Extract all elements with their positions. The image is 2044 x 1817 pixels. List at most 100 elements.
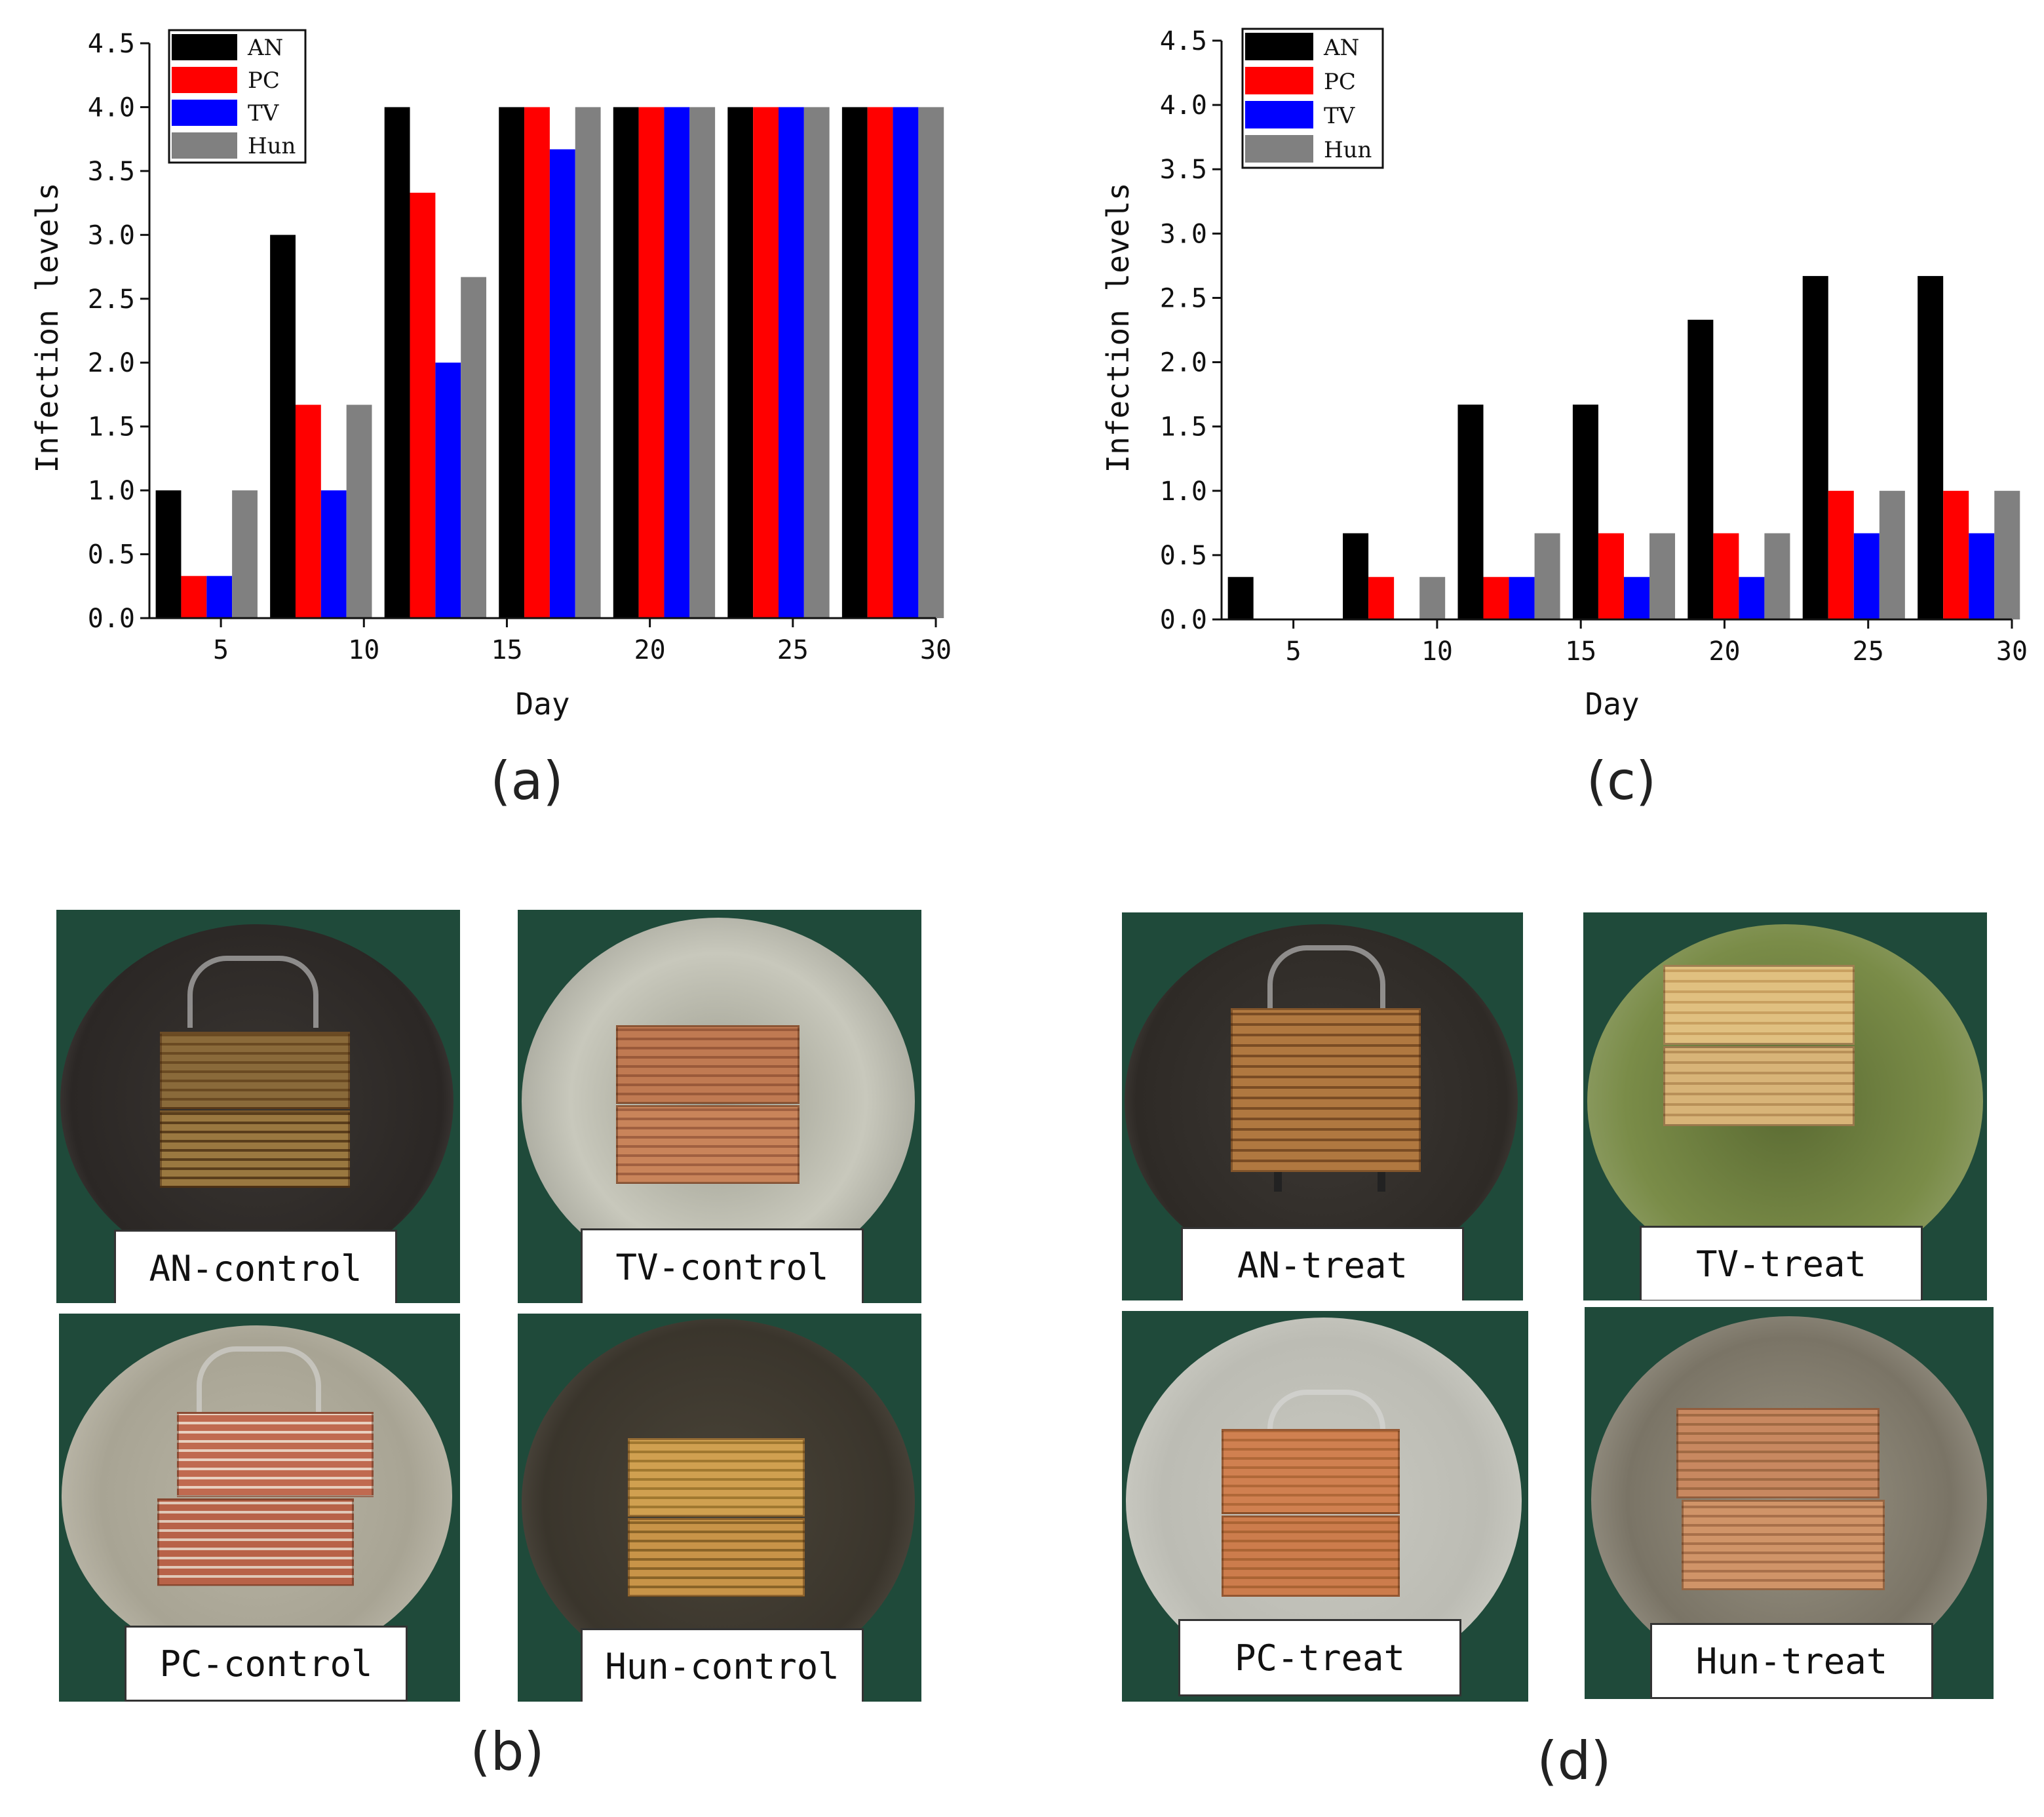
bar-c-pc-1 [1368, 577, 1395, 619]
bar-a-pc-1 [295, 404, 321, 618]
bar-c-tv-3 [1623, 577, 1649, 619]
wood-block [1682, 1500, 1885, 1590]
photo-label-an-control: AN-control [114, 1230, 397, 1303]
bar-a-tv-0 [206, 576, 233, 618]
photo-pc-treat: PC-treat [1122, 1311, 1528, 1702]
x-axis-title-a: Day [515, 686, 569, 722]
bars-c [1227, 276, 2020, 619]
legend-label-hun: Hun [1324, 137, 1372, 163]
wood-block [1222, 1515, 1400, 1597]
y-tick-label-a: 3.5 [88, 157, 135, 187]
bar-a-hun-5 [803, 107, 830, 618]
photo-an-treat: AN-treat [1122, 912, 1523, 1300]
x-tick-label-c: 25 [1853, 636, 1884, 667]
wood-block [1663, 965, 1855, 1045]
photo-label-hun-control: Hun-control [581, 1628, 864, 1702]
photo-hun-treat: Hun-treat [1585, 1307, 1994, 1699]
photo-label-pc-control: PC-control [125, 1626, 408, 1702]
bar-c-pc-6 [1943, 490, 1969, 619]
wood-block [1663, 1046, 1855, 1126]
photo-hun-control: Hun-control [518, 1314, 921, 1702]
bar-a-an-1 [270, 235, 296, 618]
x-axis-title-c: Day [1585, 686, 1639, 722]
legend-a: AN PC TV Hun [168, 29, 307, 164]
bar-a-an-6 [841, 107, 868, 618]
bar-a-an-5 [727, 107, 754, 618]
photo-tv-control: TV-control [518, 910, 921, 1303]
legend-swatch-an [1245, 33, 1313, 60]
bar-a-tv-2 [435, 362, 461, 618]
bar-c-an-5 [1802, 276, 1828, 619]
bar-c-an-6 [1918, 276, 1944, 619]
wood-block [160, 1032, 350, 1109]
bar-c-hun-1 [1419, 577, 1446, 619]
legend-label-an: AN [1323, 35, 1359, 61]
photo-label-tv-treat: TV-treat [1640, 1226, 1923, 1300]
photo-label-an-treat: AN-treat [1181, 1227, 1464, 1300]
y-tick-label-a: 0.5 [88, 540, 135, 570]
bar-a-pc-6 [867, 107, 893, 618]
bar-c-tv-5 [1853, 533, 1880, 619]
bar-a-an-4 [613, 107, 639, 618]
bar-a-tv-4 [664, 107, 690, 618]
panel-label-a: (a) [490, 751, 564, 811]
bar-c-an-2 [1457, 404, 1484, 619]
bar-a-hun-4 [689, 107, 716, 618]
y-tick-label-c: 3.0 [1160, 219, 1207, 249]
holder-leg [1378, 1172, 1385, 1192]
bar-a-pc-5 [753, 107, 779, 618]
bar-c-an-1 [1343, 533, 1369, 619]
y-tick-label-c: 1.0 [1160, 477, 1207, 507]
legend-swatch-hun [1245, 135, 1313, 163]
y-tick-label-a: 4.0 [88, 92, 135, 123]
x-tick-label-a: 30 [920, 635, 952, 665]
x-tick-label-a: 20 [634, 635, 666, 665]
y-tick-label-c: 2.5 [1160, 283, 1207, 313]
bar-c-pc-5 [1828, 490, 1854, 619]
bar-a-an-0 [155, 490, 182, 618]
y-tick-label-c: 3.5 [1160, 155, 1207, 185]
x-ticks-c: 5 10 15 20 25 30 [1286, 619, 2028, 667]
x-tick-label-a: 25 [777, 635, 809, 665]
y-tick-label-a: 3.0 [88, 220, 135, 250]
x-tick-label-c: 10 [1421, 636, 1453, 667]
y-axis-title-a: Infection levels [29, 182, 65, 473]
wood-block [1676, 1408, 1880, 1498]
y-axis-title-c: Infection levels [1100, 182, 1136, 473]
bar-c-hun-2 [1534, 533, 1560, 619]
chart-a: 0.0 0.5 1.0 1.5 2.0 2.5 3.0 3.5 4.0 4.5 5 10 15 20 25… [29, 29, 952, 722]
bars-a [155, 107, 944, 618]
bar-c-an-4 [1687, 319, 1714, 619]
bar-a-hun-1 [346, 404, 372, 618]
bar-a-an-3 [499, 107, 525, 618]
legend-label-pc: PC [1324, 69, 1356, 95]
wood-block [177, 1412, 374, 1497]
photo-an-control: AN-control [56, 910, 460, 1303]
wood-block [628, 1438, 805, 1517]
holder-leg [1274, 1172, 1282, 1192]
photo-label-hun-treat: Hun-treat [1650, 1623, 1933, 1699]
bar-c-tv-6 [1969, 533, 1995, 619]
chart-c: 0.0 0.5 1.0 1.5 2.0 2.5 3.0 3.5 4.0 4.5 5 10 15 20 25… [1100, 26, 2028, 722]
bar-a-pc-4 [638, 107, 665, 618]
legend-swatch-hun [172, 132, 237, 159]
legend-c: AN PC TV Hun [1241, 28, 1384, 169]
y-ticks-a: 0.0 0.5 1.0 1.5 2.0 2.5 3.0 3.5 4.0 4.5 [88, 29, 149, 634]
wood-block [157, 1498, 354, 1586]
x-tick-label-a: 15 [491, 635, 522, 665]
bar-c-an-3 [1572, 404, 1598, 619]
bar-c-pc-4 [1713, 533, 1739, 619]
bar-a-tv-3 [549, 149, 575, 618]
wood-block [628, 1518, 805, 1597]
bar-a-tv-5 [779, 107, 804, 618]
x-tick-label-c: 15 [1565, 636, 1596, 667]
y-tick-label-a: 1.5 [88, 412, 135, 442]
panel-label-d: (d) [1537, 1730, 1611, 1791]
legend-swatch-an [172, 34, 237, 60]
x-tick-label-c: 20 [1708, 636, 1740, 667]
x-ticks-a: 5 10 15 20 25 30 [213, 618, 952, 665]
x-tick-label-a: 5 [213, 635, 229, 665]
bar-c-hun-6 [1994, 490, 2020, 619]
y-tick-label-a: 1.0 [88, 476, 135, 506]
legend-label-pc: PC [248, 68, 280, 94]
